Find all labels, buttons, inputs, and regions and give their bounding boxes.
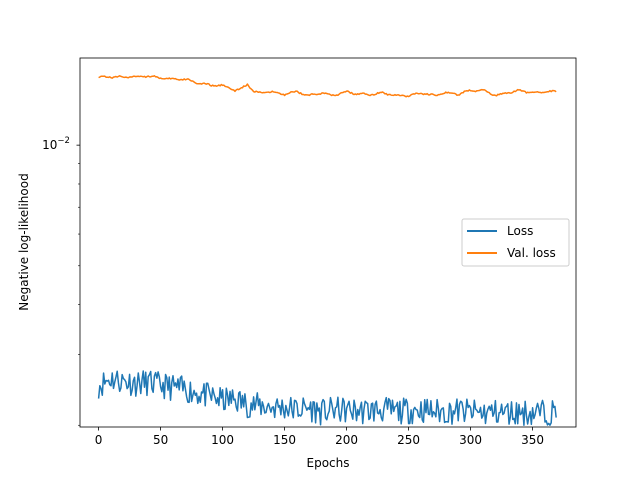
x-axis-ticks: 0 50 100 150 200 250 300 350 [95, 427, 544, 447]
x-tick-label: 350 [521, 433, 544, 447]
x-tick-label: 200 [335, 433, 358, 447]
x-tick-label: 100 [211, 433, 234, 447]
y-tick-label: 10−2 [42, 136, 70, 152]
legend-label-val-loss: Val. loss [507, 246, 556, 260]
series-layer [97, 75, 557, 426]
x-axis-label: Epochs [307, 456, 350, 470]
x-tick-label: 300 [459, 433, 482, 447]
x-tick-label: 250 [397, 433, 420, 447]
y-axis-label: Negative log-likelihood [17, 173, 31, 310]
series-line-val-loss [98, 75, 557, 98]
axes-frame [79, 57, 577, 428]
legend: Loss Val. loss [461, 218, 570, 267]
x-tick-label: 150 [273, 433, 296, 447]
y-axis-ticks: 10−2 [42, 136, 80, 426]
x-tick-label: 50 [153, 433, 168, 447]
x-tick-label: 0 [95, 433, 103, 447]
legend-label-loss: Loss [507, 224, 533, 238]
series-line-loss [97, 370, 557, 426]
